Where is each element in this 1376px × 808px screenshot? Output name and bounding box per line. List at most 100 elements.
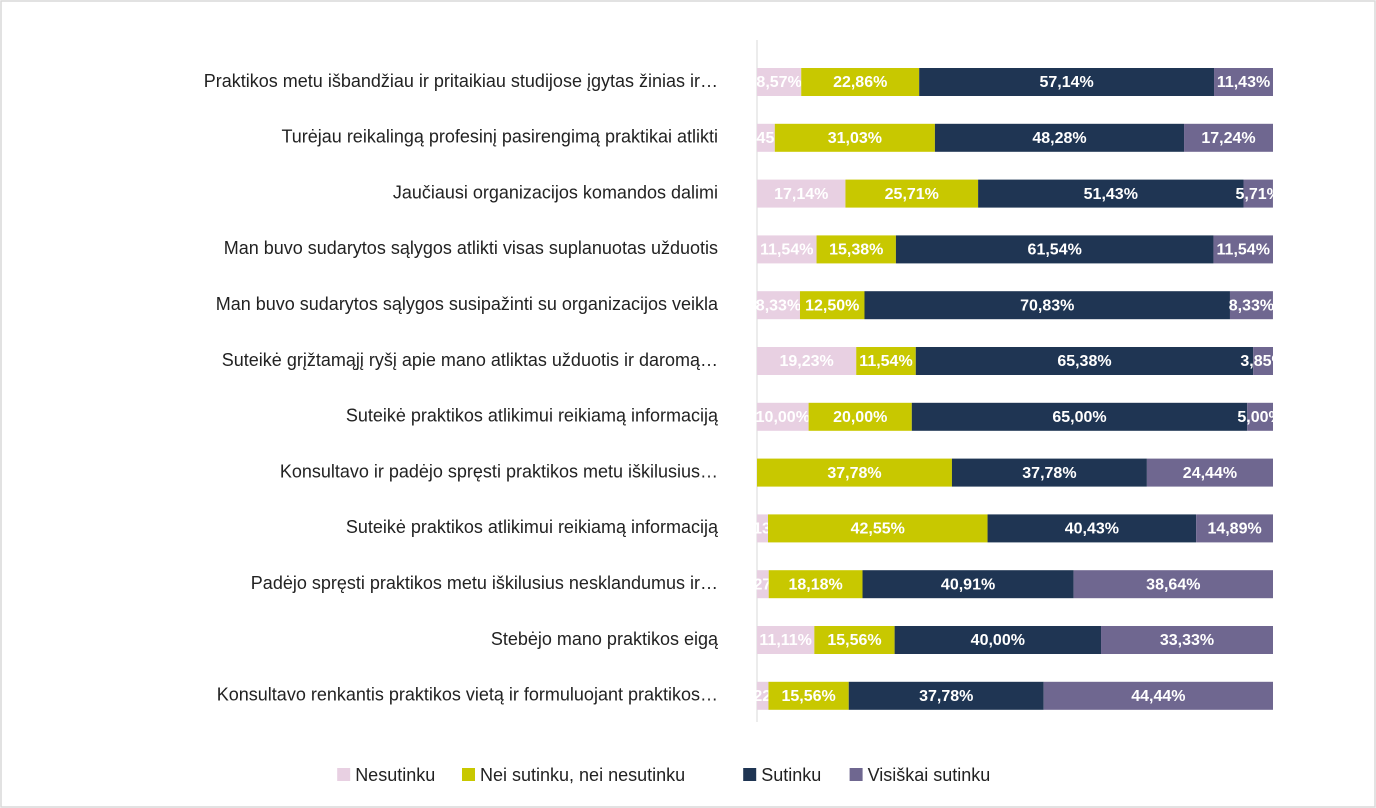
legend-label: Sutinku: [761, 765, 821, 785]
bar-segment: [757, 68, 802, 96]
data-label: 65,38%: [1057, 353, 1111, 370]
bar-segment: [1184, 123, 1273, 152]
category-label: Suteikė praktikos atlikimui reikiamą inf…: [346, 517, 719, 537]
category-label: Konsultavo renkantis praktikos vietą ir …: [217, 685, 718, 705]
data-label: 8,33%: [756, 297, 801, 314]
data-label: 61,54%: [1028, 242, 1082, 259]
data-label: 33,33%: [1160, 632, 1214, 649]
bar-segment: [757, 235, 817, 264]
bar-segment: [856, 347, 916, 375]
data-label: 10,00%: [756, 409, 810, 426]
data-label: 17,24%: [1201, 130, 1255, 147]
category-label: Man buvo sudarytos sąlygos susipažinti s…: [216, 294, 719, 314]
data-label: 5,00%: [1237, 409, 1282, 426]
category-label: Jaučiausi organizacijos komandos dalimi: [393, 182, 718, 202]
data-label: 42,55%: [851, 521, 905, 538]
category-label: Konsultavo ir padėjo spręsti praktikos m…: [280, 461, 718, 481]
bar-segment: [1229, 291, 1273, 320]
bar-segment: [1146, 458, 1273, 487]
data-label: 20,00%: [833, 409, 887, 426]
data-label: 37,78%: [827, 465, 881, 482]
bar-segment: [757, 123, 775, 152]
bar-segment: [774, 123, 935, 152]
data-label: 65,00%: [1052, 409, 1106, 426]
bar-segment: [757, 458, 952, 487]
category-label: Suteikė praktikos atlikimui reikiamą inf…: [346, 406, 719, 426]
bar-segment: [848, 681, 1044, 710]
data-label: 48,28%: [1032, 130, 1086, 147]
data-label: 40,43%: [1065, 521, 1119, 538]
bar-segment: [1213, 235, 1273, 264]
bar-segment: [757, 291, 800, 320]
data-label: 19,23%: [779, 353, 833, 370]
data-label: 8,57%: [756, 74, 801, 91]
category-label: Turėjau reikalingą profesinį pasirengimą…: [281, 127, 718, 147]
bar-segment: [845, 179, 979, 208]
bar-segment: [919, 68, 1215, 96]
bar-segment: [768, 570, 863, 599]
data-label: 37,78%: [919, 688, 973, 705]
data-label: 70,83%: [1020, 297, 1074, 314]
bar-segment: [814, 626, 895, 654]
bar-segment: [757, 681, 769, 710]
data-label: 31,03%: [828, 130, 882, 147]
bar-segment: [987, 514, 1197, 543]
bar-segment: [768, 681, 849, 710]
data-label: 14,89%: [1207, 521, 1261, 538]
bar-segment: [816, 235, 896, 264]
bar-segment: [934, 123, 1185, 152]
bar-segment: [895, 235, 1214, 264]
data-label: 17,14%: [774, 186, 828, 203]
data-label: 15,38%: [829, 242, 883, 259]
bar-segment: [757, 347, 857, 375]
data-label: 40,91%: [941, 576, 995, 593]
legend-label: Visiškai sutinku: [868, 765, 991, 785]
data-label: 15,56%: [827, 632, 881, 649]
bar-segment: [1214, 68, 1273, 96]
data-label: 24,44%: [1183, 465, 1237, 482]
category-label: Praktikos metu išbandžiau ir pritaikiau …: [204, 71, 718, 91]
bar-segment: [978, 179, 1244, 208]
bar-segment: [951, 458, 1147, 487]
data-label: 40,00%: [971, 632, 1025, 649]
data-label: 11,11%: [759, 632, 812, 649]
data-label: 3,85%: [1240, 353, 1285, 370]
data-label: 12,50%: [805, 297, 859, 314]
bar-segment: [757, 402, 809, 431]
legend-swatch: [462, 768, 475, 781]
category-label: Man buvo sudarytos sąlygos atlikti visas…: [224, 238, 718, 258]
bar-segment: [757, 514, 768, 543]
data-label: 15,56%: [781, 688, 835, 705]
bar-segment: [801, 68, 920, 96]
data-label: 37,78%: [1022, 465, 1076, 482]
legend-swatch: [743, 768, 757, 781]
data-label: 44,44%: [1131, 688, 1185, 705]
data-label: 11,54%: [1217, 242, 1270, 259]
category-label: Stebėjo mano praktikos eigą: [491, 629, 719, 649]
legend-label: Nesutinku: [355, 765, 435, 785]
bar-segment: [864, 291, 1230, 320]
bar-segment: [915, 347, 1254, 375]
bar-segment: [1073, 570, 1273, 599]
bar-segment: [894, 626, 1102, 654]
data-label: 38,64%: [1146, 576, 1200, 593]
bar-segment: [911, 402, 1248, 431]
bar-segment: [1247, 402, 1273, 431]
bar-segment: [757, 570, 769, 599]
data-label: 25,71%: [885, 186, 939, 203]
bar-segment: [1243, 179, 1273, 208]
bar-segment: [757, 626, 815, 654]
bar-segment: [757, 179, 846, 208]
bar-segment: [1253, 347, 1273, 375]
category-label: Padėjo spręsti praktikos metu iškilusius…: [251, 573, 718, 593]
data-label: 18,18%: [788, 576, 842, 593]
bar-segment: [799, 291, 865, 320]
data-label: 11,54%: [859, 353, 912, 370]
data-label: 57,14%: [1039, 74, 1093, 91]
data-label: 11,54%: [760, 242, 813, 259]
data-label: 22,86%: [833, 74, 887, 91]
bar-segment: [1101, 626, 1273, 654]
bar-segment: [1043, 681, 1273, 710]
data-label: 11,43%: [1217, 74, 1270, 91]
